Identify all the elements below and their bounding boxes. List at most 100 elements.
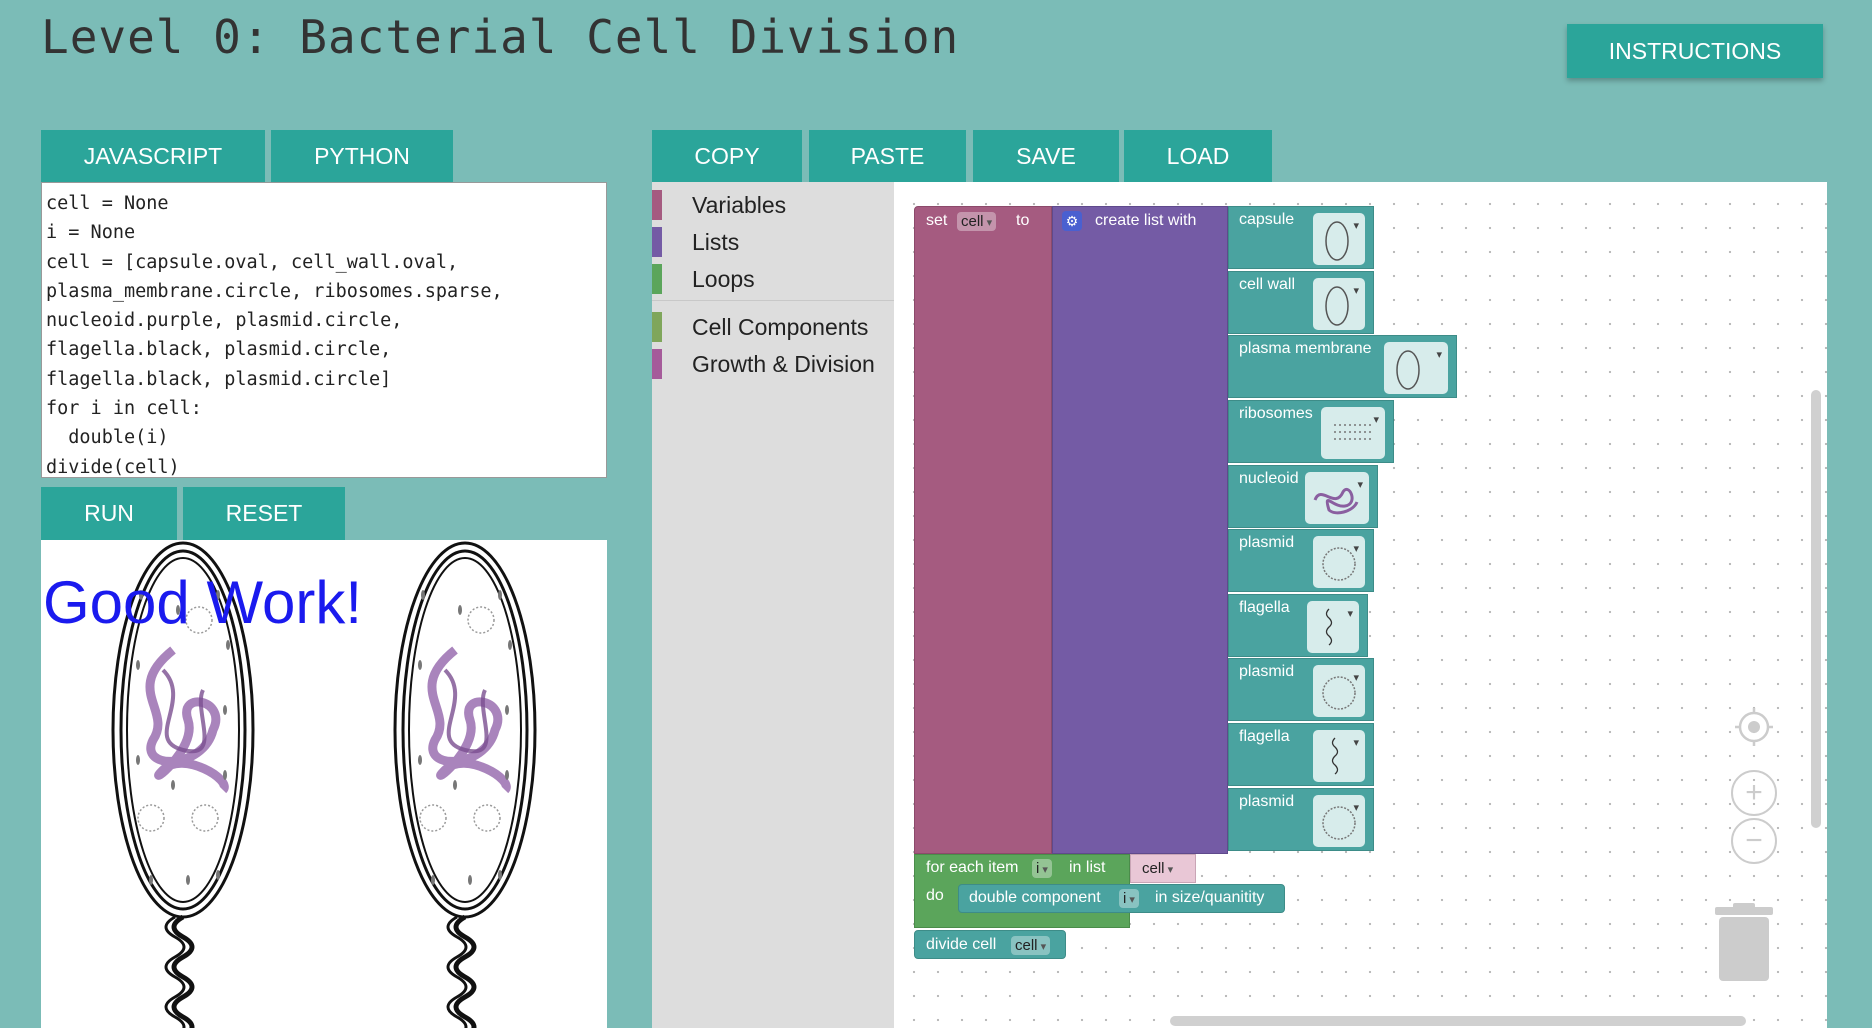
tab-python[interactable]: PYTHON xyxy=(271,130,453,182)
component-picker[interactable]: ▾ xyxy=(1321,407,1385,459)
component-block[interactable]: nucleoid ▾ xyxy=(1228,465,1378,528)
component-picker[interactable]: ▾ xyxy=(1313,730,1365,782)
component-block[interactable]: ribosomes ▾ xyxy=(1228,400,1394,463)
chevron-down-icon: ▾ xyxy=(1353,737,1359,749)
code-line: double(i) xyxy=(46,427,169,449)
chevron-down-icon: ▾ xyxy=(1353,543,1359,555)
component-block[interactable]: cell wall ▾ xyxy=(1228,271,1374,334)
code-line: flagella.black, plasmid.circle, xyxy=(46,339,392,361)
in-list-label: in list xyxy=(1069,859,1106,876)
component-picker[interactable]: ▾ xyxy=(1305,472,1369,524)
component-picker[interactable]: ▾ xyxy=(1313,536,1365,588)
load-button[interactable]: LOAD xyxy=(1124,130,1272,182)
code-line: for i in cell: xyxy=(46,398,202,420)
chevron-down-icon: ▾ xyxy=(1353,220,1359,232)
code-line: flagella.black, plasmid.circle] xyxy=(46,368,392,390)
page-title: Level 0: Bacterial Cell Division xyxy=(41,10,960,64)
toolbox-label: Growth & Division xyxy=(692,350,875,377)
component-picker[interactable]: ▾ xyxy=(1313,213,1365,265)
create-list-label: create list with xyxy=(1095,212,1197,229)
chevron-down-icon: ▾ xyxy=(1353,285,1359,297)
for-each-label: for each item xyxy=(926,859,1019,876)
component-label: plasmid xyxy=(1239,534,1295,551)
save-button[interactable]: SAVE xyxy=(973,130,1119,182)
do-label: do xyxy=(926,887,944,904)
reset-button[interactable]: RESET xyxy=(183,487,345,540)
category-swatch xyxy=(652,349,662,379)
double-suffix-label: in size/quanitity xyxy=(1155,889,1265,906)
toolbox: Variables Lists Loops Cell Components Gr… xyxy=(652,182,894,1028)
set-variable-block[interactable]: set cell to xyxy=(914,206,1052,854)
bacterium-right xyxy=(395,543,535,1028)
component-label: nucleoid xyxy=(1239,470,1299,487)
toolbox-growth-division[interactable]: Growth & Division xyxy=(652,347,894,381)
tab-javascript[interactable]: JAVASCRIPT xyxy=(41,130,265,182)
code-line: i = None xyxy=(46,222,136,244)
chevron-down-icon: ▾ xyxy=(1353,672,1359,684)
variable-dropdown[interactable]: cell xyxy=(957,212,997,231)
component-block[interactable]: plasmid ▾ xyxy=(1228,788,1374,851)
toolbox-label: Lists xyxy=(692,228,740,255)
paste-button[interactable]: PASTE xyxy=(809,130,966,182)
chevron-down-icon: ▾ xyxy=(1373,414,1379,426)
run-button[interactable]: RUN xyxy=(41,487,177,540)
component-label: cell wall xyxy=(1239,276,1296,293)
component-picker[interactable]: ▾ xyxy=(1313,278,1365,330)
code-line: plasma_membrane.circle, ribosomes.sparse… xyxy=(46,280,503,302)
chevron-down-icon: ▾ xyxy=(1436,349,1442,361)
instructions-button[interactable]: INSTRUCTIONS xyxy=(1567,24,1823,78)
copy-button[interactable]: COPY xyxy=(652,130,802,182)
toolbox-cell-components[interactable]: Cell Components xyxy=(652,310,894,344)
toolbox-separator xyxy=(652,300,894,301)
code-view[interactable]: cell = None i = None cell = [capsule.oval,… xyxy=(41,182,607,478)
toolbox-label: Variables xyxy=(692,191,787,218)
component-picker[interactable]: ▾ xyxy=(1313,795,1365,847)
component-block[interactable]: plasma membrane ▾ xyxy=(1228,335,1457,398)
component-block[interactable]: flagella ▾ xyxy=(1228,723,1374,786)
divide-label: divide cell xyxy=(926,936,997,953)
category-swatch xyxy=(652,227,662,257)
divide-cell-block[interactable]: divide cell cell xyxy=(914,930,1066,959)
component-block[interactable]: capsule ▾ xyxy=(1228,206,1374,269)
success-message: Good Work! xyxy=(43,569,363,636)
component-label: plasmid xyxy=(1239,793,1295,810)
list-variable-block[interactable]: cell xyxy=(1130,854,1196,883)
toolbox-lists[interactable]: Lists xyxy=(652,225,894,259)
component-label: flagella xyxy=(1239,728,1290,745)
toolbox-label: Loops xyxy=(692,265,755,292)
divide-variable-dropdown[interactable]: cell xyxy=(1011,936,1051,955)
component-picker[interactable]: ▾ xyxy=(1313,665,1365,717)
zoom-out-icon[interactable]: − xyxy=(1731,818,1777,864)
code-line: cell = [capsule.oval, cell_wall.oval, xyxy=(46,251,459,273)
chevron-down-icon: ▾ xyxy=(1357,479,1363,491)
component-picker[interactable]: ▾ xyxy=(1384,342,1448,394)
loop-variable-dropdown[interactable]: i xyxy=(1032,859,1052,878)
double-component-block[interactable]: double component i in size/quanitity xyxy=(958,884,1285,913)
double-variable-dropdown[interactable]: i xyxy=(1119,889,1139,908)
category-swatch xyxy=(652,312,662,342)
simulation-canvas: Good Work! xyxy=(41,540,607,1028)
component-label: ribosomes xyxy=(1239,405,1313,422)
category-swatch xyxy=(652,190,662,220)
double-label: double component xyxy=(969,889,1101,906)
gear-icon[interactable]: ⚙ xyxy=(1062,211,1082,231)
category-swatch xyxy=(652,264,662,294)
vertical-scrollbar[interactable] xyxy=(1811,390,1821,828)
set-label: set xyxy=(926,212,948,229)
list-variable-dropdown[interactable]: cell xyxy=(1138,859,1177,878)
component-block[interactable]: plasmid ▾ xyxy=(1228,658,1374,721)
component-block[interactable]: plasmid ▾ xyxy=(1228,529,1374,592)
trash-icon[interactable] xyxy=(1713,903,1775,983)
component-label: capsule xyxy=(1239,211,1295,228)
component-block[interactable]: flagella ▾ xyxy=(1228,594,1368,657)
create-list-block[interactable]: ⚙ create list with xyxy=(1052,206,1228,854)
zoom-in-icon[interactable]: + xyxy=(1731,770,1777,816)
horizontal-scrollbar[interactable] xyxy=(1170,1016,1746,1026)
to-label: to xyxy=(1016,212,1030,229)
toolbox-loops[interactable]: Loops xyxy=(652,262,894,296)
component-picker[interactable]: ▾ xyxy=(1307,601,1359,653)
toolbox-variables[interactable]: Variables xyxy=(652,188,894,222)
code-line: cell = None xyxy=(46,193,169,214)
component-label: plasma membrane xyxy=(1239,340,1372,357)
recenter-icon[interactable] xyxy=(1733,706,1775,748)
